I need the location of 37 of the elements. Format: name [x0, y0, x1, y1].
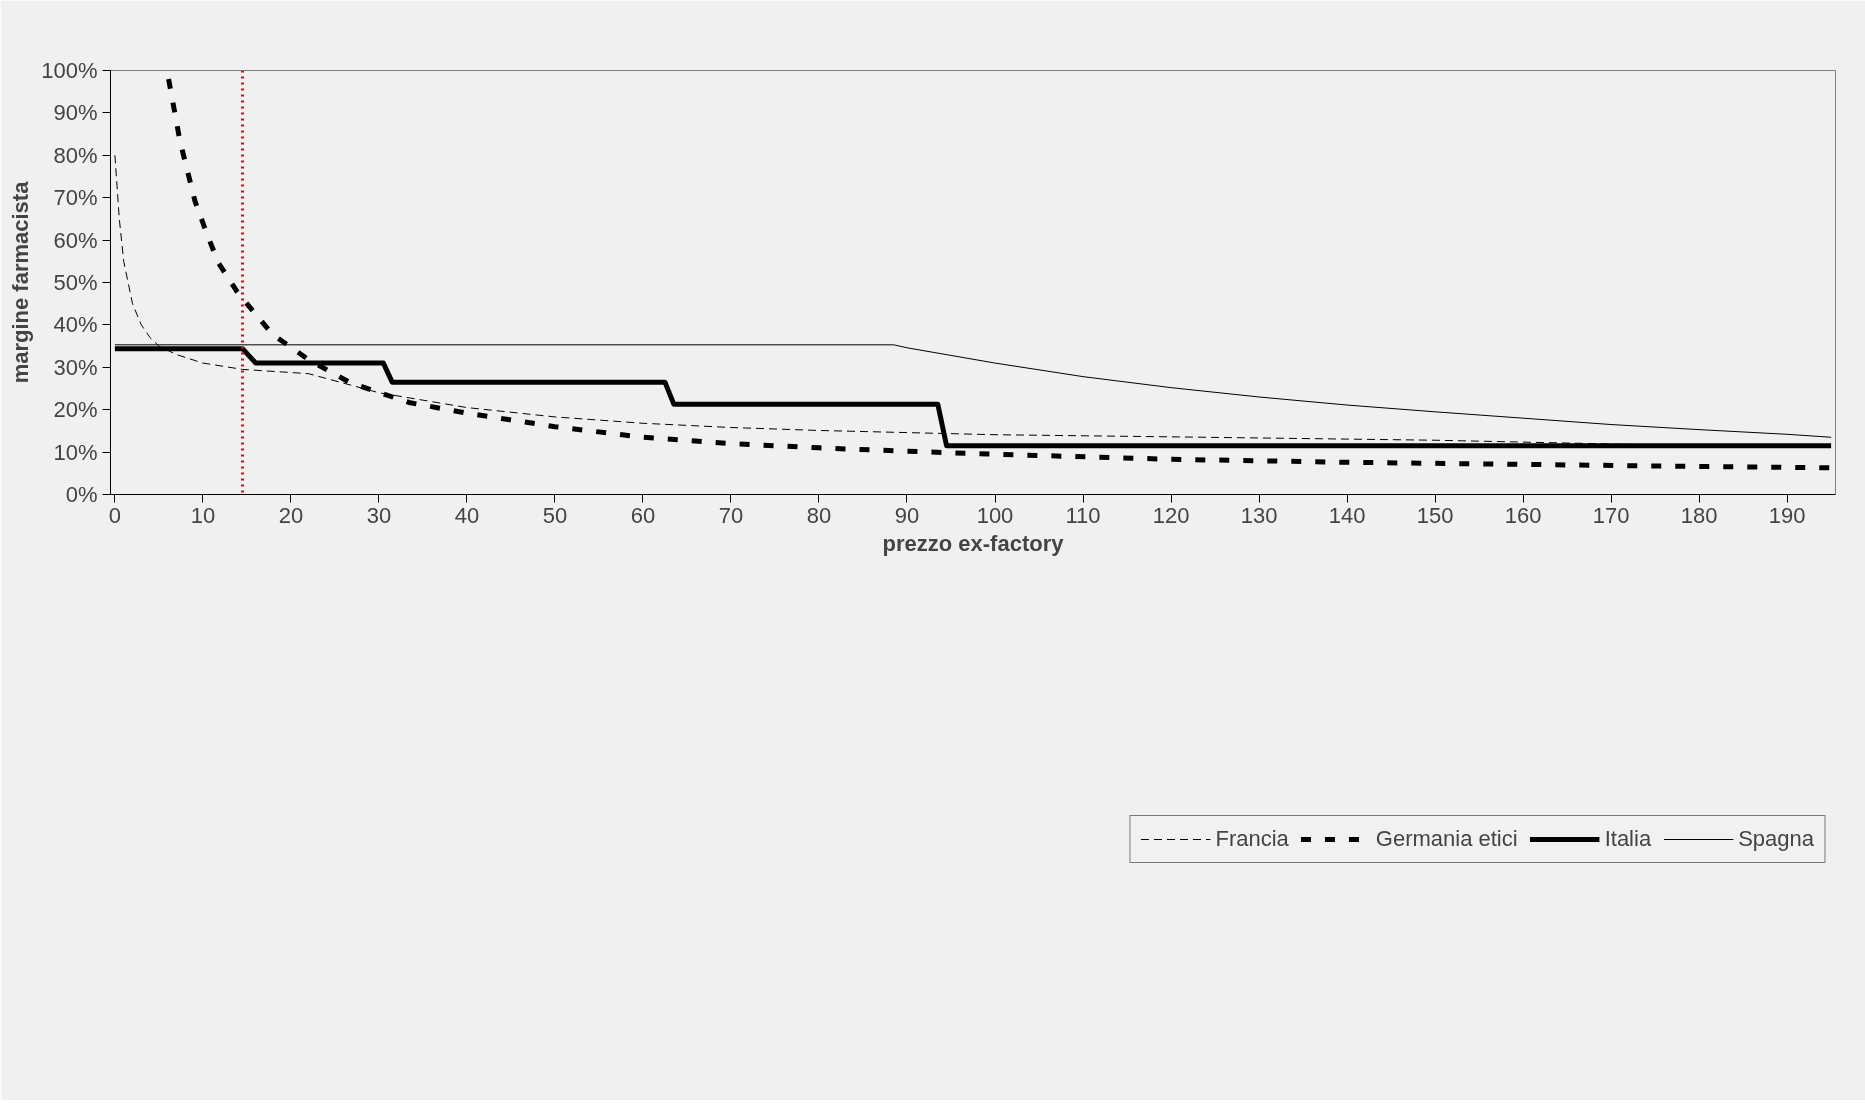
- y-tick-label: 80%: [53, 142, 98, 168]
- x-tick-label: 120: [1152, 502, 1190, 528]
- x-tick-label: 90: [894, 502, 920, 528]
- legend-label: Francia: [1215, 826, 1289, 852]
- y-tick-label: 20%: [53, 397, 98, 423]
- x-tick-label: 60: [630, 502, 656, 528]
- x-tick-label: 50: [542, 502, 568, 528]
- x-tick-label: 70: [718, 502, 744, 528]
- y-tick-label: 10%: [53, 439, 98, 465]
- legend-label: Italia: [1604, 826, 1652, 852]
- x-tick-label: 20: [278, 502, 304, 528]
- x-tick-label: 170: [1592, 502, 1630, 528]
- y-axis-title: margine farmacista: [8, 180, 34, 384]
- y-tick-label: 30%: [53, 354, 98, 380]
- x-tick-label: 0: [108, 502, 122, 528]
- x-tick-label: 130: [1240, 502, 1278, 528]
- x-tick-label: 140: [1328, 502, 1366, 528]
- y-tick-label: 100%: [41, 58, 98, 83]
- y-tick-label: 40%: [53, 312, 98, 338]
- x-tick-label: 80: [806, 502, 832, 528]
- x-axis-title: prezzo ex-factory: [882, 530, 1065, 556]
- x-tick-label: 190: [1768, 502, 1806, 528]
- x-tick-label: 100: [976, 502, 1014, 528]
- legend-label: Spagna: [1738, 826, 1814, 852]
- x-tick-label: 40: [454, 502, 480, 528]
- x-tick-label: 180: [1680, 502, 1718, 528]
- y-tick-label: 60%: [53, 227, 98, 253]
- y-tick-label: 70%: [53, 185, 98, 211]
- y-tick-label: 90%: [53, 100, 98, 126]
- y-tick-label: 0%: [65, 482, 98, 507]
- x-tick-label: 110: [1065, 502, 1101, 528]
- x-tick-label: 150: [1416, 502, 1454, 528]
- x-tick-label: 30: [366, 502, 392, 528]
- x-tick-label: 10: [190, 502, 216, 528]
- x-tick-label: 160: [1504, 502, 1542, 528]
- y-tick-label: 50%: [53, 270, 98, 295]
- legend-label: Germania etici: [1375, 826, 1518, 852]
